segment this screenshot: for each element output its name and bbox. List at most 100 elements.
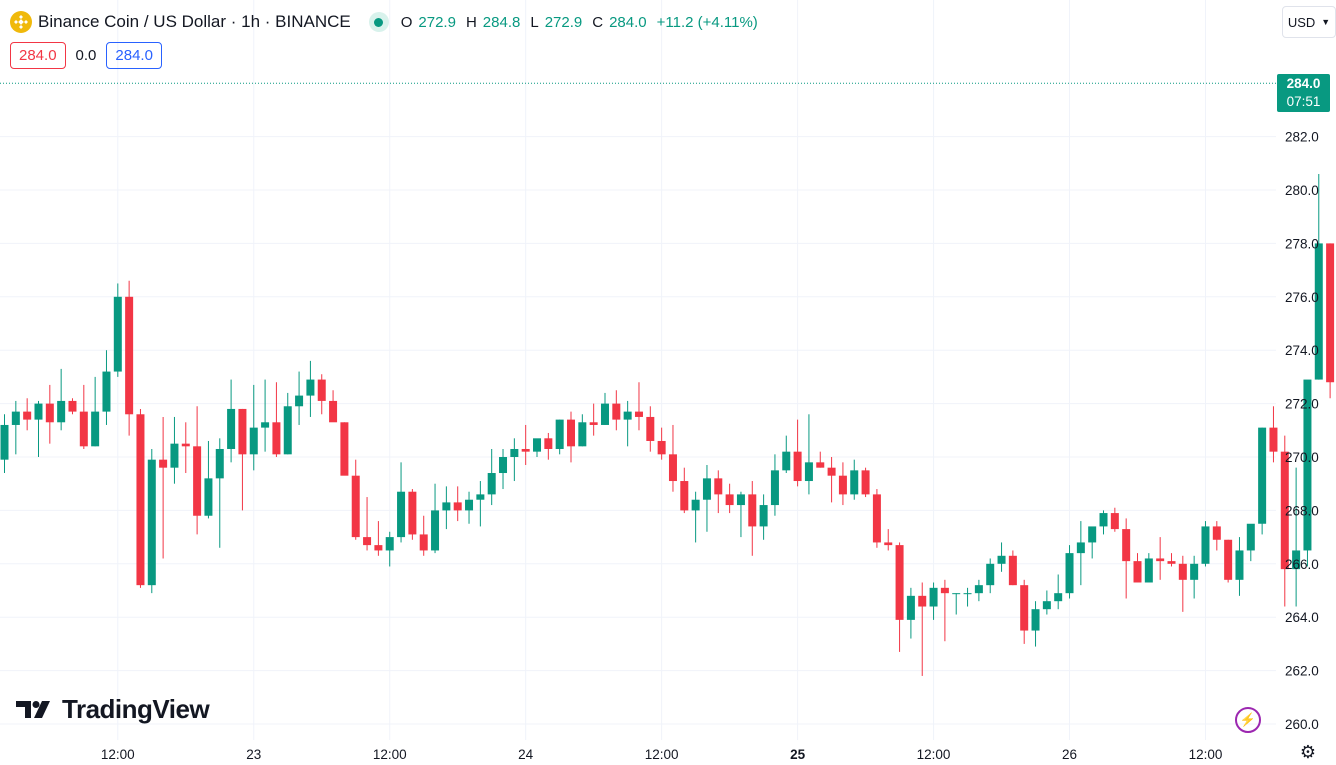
candle-body <box>79 411 88 447</box>
candle <box>1042 590 1051 615</box>
candle <box>181 422 190 474</box>
candle-body <box>1110 513 1119 530</box>
candle-body <box>600 403 609 425</box>
candle-body <box>1224 539 1233 580</box>
candle <box>952 593 961 615</box>
candle-body <box>102 371 111 412</box>
candle <box>1326 243 1335 399</box>
y-tick-label: 266.0 <box>1285 557 1319 572</box>
candle-body <box>1246 523 1255 551</box>
candle-body <box>929 587 938 607</box>
x-tick-label: 12:00 <box>373 747 407 762</box>
candle-body <box>23 411 32 420</box>
candle-body <box>1178 563 1187 580</box>
candle <box>113 283 122 377</box>
tradingview-logo[interactable]: TradingView <box>16 694 210 725</box>
candle <box>45 384 54 444</box>
candle-body <box>895 545 904 620</box>
y-tick-label: 274.0 <box>1285 343 1319 358</box>
candle <box>623 400 632 447</box>
close-key: C <box>592 13 604 31</box>
candle-body <box>419 534 428 551</box>
candle-body <box>1122 529 1131 562</box>
candle-body <box>838 475 847 495</box>
candle <box>351 459 360 540</box>
candle-body <box>736 494 745 506</box>
candle-body <box>918 595 927 607</box>
candle-body <box>249 427 258 455</box>
candle <box>147 448 156 594</box>
candle-body <box>544 438 553 449</box>
candle <box>465 491 474 524</box>
chart-header: Binance Coin / US Dollar · 1h · BINANCE … <box>10 11 762 33</box>
candle <box>408 489 417 540</box>
candle-body <box>1280 451 1289 570</box>
lightning-icon[interactable]: ⚡ <box>1235 707 1261 733</box>
symbol-title[interactable]: Binance Coin / US Dollar · 1h · BINANCE <box>38 12 351 31</box>
candle-body <box>397 491 406 538</box>
candle <box>397 462 406 543</box>
candle-body <box>974 585 983 594</box>
x-tick-label: 26 <box>1062 747 1077 762</box>
candle <box>1201 521 1210 567</box>
candle-body <box>181 443 190 447</box>
candle <box>1167 553 1176 567</box>
candle <box>1314 173 1323 380</box>
candle <box>940 579 949 642</box>
candle-body <box>963 593 972 595</box>
candle-body <box>465 499 474 511</box>
candle-body <box>1008 555 1017 586</box>
candle <box>476 481 485 527</box>
candle <box>306 360 315 417</box>
candle <box>374 521 383 556</box>
candle <box>521 424 530 466</box>
candle-body <box>884 542 893 546</box>
candle <box>283 392 292 455</box>
price-axis[interactable]: 260.0 262.0 264.0 266.0 268.0 270.0 272.0 274.0… <box>1285 130 1319 732</box>
currency-selector[interactable]: USD ▼ <box>1282 6 1336 38</box>
candle <box>170 416 179 484</box>
y-tick-label: 278.0 <box>1285 236 1319 251</box>
candle-body <box>1020 585 1029 631</box>
candle-body <box>816 462 825 468</box>
candle <box>431 483 440 554</box>
candle <box>68 398 77 415</box>
candle-body <box>499 457 508 474</box>
candle <box>91 376 100 447</box>
x-tick-label: 23 <box>246 747 261 762</box>
candle <box>997 542 1006 572</box>
candle <box>1031 601 1040 647</box>
candle-body <box>1190 563 1199 580</box>
sell-price-button[interactable]: 284.0 <box>10 42 66 69</box>
candle-body <box>476 494 485 500</box>
candle <box>918 582 927 676</box>
candle <box>895 542 904 652</box>
candle-body <box>510 448 519 457</box>
candle-body <box>850 470 859 495</box>
candle <box>748 481 757 556</box>
gear-icon[interactable]: ⚙ <box>1299 742 1317 762</box>
candle <box>770 454 779 516</box>
open-key: O <box>400 13 413 31</box>
candle-body <box>170 443 179 468</box>
candle <box>1088 526 1097 559</box>
candle <box>102 350 111 425</box>
candle <box>974 579 983 602</box>
candle <box>1246 523 1255 562</box>
candle-body <box>306 379 315 396</box>
candle <box>963 587 972 607</box>
time-axis[interactable]: 12:00 23 12:00 24 12:00 25 12:00 26 12:00 <box>101 747 1222 762</box>
candle <box>238 408 247 511</box>
candle-body <box>0 424 9 460</box>
tradingview-logo-icon <box>16 700 50 718</box>
candle <box>702 465 711 532</box>
x-tick-label: 25 <box>790 747 806 762</box>
candle <box>612 390 621 431</box>
y-tick-label: 272.0 <box>1285 397 1319 412</box>
candle-body <box>1167 561 1176 564</box>
buy-price-button[interactable]: 284.0 <box>106 42 162 69</box>
candle <box>872 489 881 548</box>
candle <box>0 414 9 474</box>
candle <box>929 582 938 620</box>
